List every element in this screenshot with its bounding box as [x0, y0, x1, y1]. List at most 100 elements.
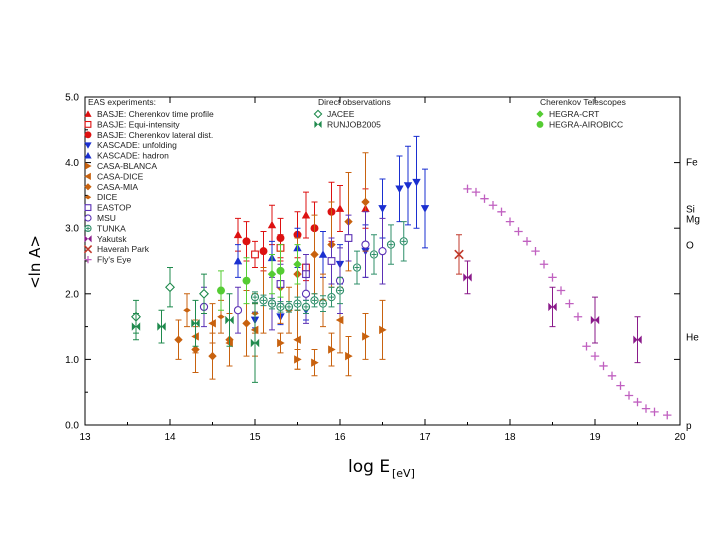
legend-label: HEGRA-CRT	[549, 109, 599, 119]
series	[277, 299, 387, 377]
data-point	[633, 335, 642, 344]
data-point	[361, 197, 370, 207]
data-point	[633, 397, 642, 407]
data-point	[301, 210, 311, 219]
marker-cross	[388, 242, 394, 248]
data-point	[259, 296, 268, 305]
data-point	[344, 234, 353, 242]
marker-cross	[328, 294, 335, 300]
data-point	[84, 142, 92, 149]
marker-cross	[303, 304, 309, 310]
legend-header: Cherenkov Telescopes	[540, 97, 626, 107]
data-point	[590, 315, 600, 325]
data-point	[293, 299, 302, 308]
data-point	[663, 410, 672, 420]
y-axis-label: <ln A>	[26, 235, 44, 289]
legend-header: Direct observations	[318, 97, 391, 107]
data-point	[242, 276, 251, 285]
data-point	[84, 204, 92, 212]
data-point	[242, 237, 251, 246]
element-label: O	[686, 241, 694, 252]
series	[233, 227, 328, 278]
data-point	[454, 249, 464, 260]
data-point	[314, 120, 322, 128]
legend-label: Haverah Park	[97, 244, 150, 254]
series	[131, 293, 260, 383]
element-label: p	[686, 421, 692, 432]
data-point	[361, 240, 370, 249]
data-point	[293, 260, 302, 269]
marker-cross	[269, 301, 275, 307]
x-tick-label: 14	[164, 432, 176, 443]
data-point	[208, 351, 217, 361]
data-point	[318, 250, 328, 258]
legend-label: CASA-BLANCA	[97, 161, 157, 171]
data-point	[386, 240, 396, 249]
data-point	[277, 338, 285, 348]
x-axis-label: log E	[348, 457, 390, 477]
y-tick-label: 5.0	[65, 93, 79, 104]
marker-cross	[260, 297, 267, 303]
data-point	[582, 342, 591, 351]
legend-label: EASTOP	[97, 203, 132, 213]
data-point	[335, 286, 345, 295]
series	[183, 273, 327, 334]
data-point	[225, 315, 234, 325]
marker-cross	[371, 251, 377, 257]
data-point	[84, 183, 92, 191]
element-label: Fe	[686, 157, 698, 168]
marker-cross	[311, 297, 318, 303]
data-point	[276, 234, 285, 243]
data-point	[267, 299, 277, 308]
marker-cross	[85, 226, 91, 231]
data-point	[650, 407, 659, 417]
data-point	[335, 204, 345, 212]
data-point	[403, 182, 413, 190]
data-point	[590, 351, 600, 361]
data-point	[84, 110, 92, 117]
legend-label: MSU	[97, 213, 116, 223]
x-tick-label: 19	[589, 432, 601, 443]
data-point	[242, 319, 251, 328]
data-point	[539, 260, 549, 269]
data-point	[641, 404, 651, 413]
data-point	[480, 194, 489, 203]
data-point	[293, 335, 301, 344]
error-bar	[592, 296, 598, 344]
data-point	[84, 131, 92, 139]
data-point	[327, 292, 336, 302]
marker-cross	[252, 294, 258, 300]
data-point	[463, 184, 472, 194]
data-point	[399, 237, 408, 246]
data-point	[514, 227, 523, 236]
error-bar	[192, 299, 199, 347]
element-label: He	[686, 332, 699, 343]
legend-label: CASA-MIA	[97, 182, 138, 192]
data-point	[362, 332, 370, 341]
data-point	[84, 224, 92, 233]
data-point	[565, 299, 574, 308]
data-point	[157, 322, 166, 331]
data-point	[378, 247, 387, 256]
error-bar	[226, 293, 233, 347]
data-point	[310, 250, 319, 259]
data-point	[379, 325, 387, 335]
legend-label: TUNKA	[97, 223, 126, 233]
legend-label: BASJE: Cherenkov time profile	[97, 109, 214, 119]
data-point	[84, 214, 92, 222]
series	[217, 244, 285, 311]
series	[454, 234, 464, 275]
data-point	[463, 273, 472, 282]
series	[267, 244, 302, 295]
data-point	[624, 391, 634, 400]
data-point	[284, 302, 294, 312]
element-label: Si	[686, 205, 695, 216]
data-point	[471, 187, 481, 197]
data-point	[131, 322, 141, 331]
x-tick-label: 17	[419, 432, 431, 443]
y-tick-label: 3.0	[65, 224, 79, 235]
data-point	[84, 195, 92, 200]
data-point	[250, 338, 260, 348]
data-point	[217, 286, 225, 295]
